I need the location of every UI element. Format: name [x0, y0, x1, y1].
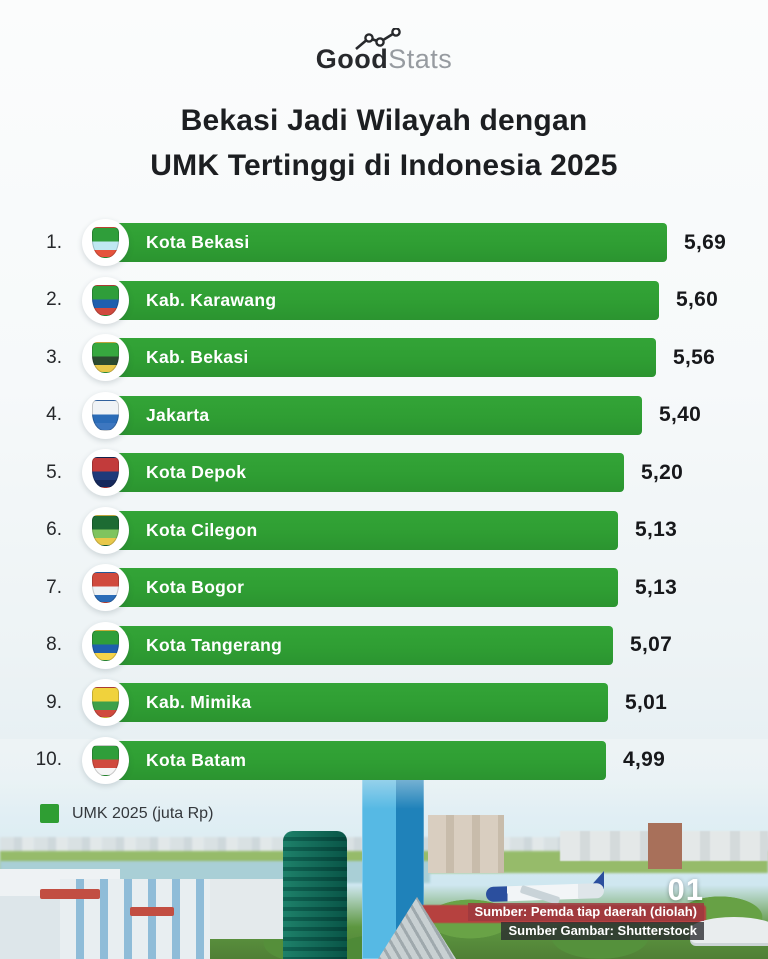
- red-roof-accent-2: [130, 907, 174, 916]
- bar-row: 7. Kota Bogor 5,13: [0, 559, 768, 617]
- rank-label: 10.: [35, 749, 62, 771]
- bar-row: 2. Kab. Karawang 5,60: [0, 272, 768, 330]
- kab-bekasi-emblem-icon: [92, 342, 119, 374]
- red-roof-accent: [40, 889, 100, 899]
- source-line1: Sumber: Pemda tiap daerah (diolah): [467, 903, 704, 921]
- region-label: Kota Batam: [146, 749, 247, 770]
- chart-legend: UMK 2025 (juta Rp): [40, 804, 213, 823]
- emblem-badge: [82, 449, 129, 497]
- region-label: Kota Cilegon: [146, 519, 258, 540]
- logo-text-bold: Good: [315, 44, 389, 74]
- kota-depok-emblem-icon: [92, 457, 119, 489]
- rank-label: 7.: [46, 576, 62, 598]
- logo-text-light: Stats: [388, 44, 453, 74]
- value-bar: Jakarta: [113, 395, 642, 435]
- rank-label: 9.: [46, 691, 62, 713]
- emblem-badge: [82, 506, 129, 554]
- bar-row: 1. Kota Bekasi 5,69: [0, 214, 768, 272]
- rank-label: 3.: [46, 346, 62, 368]
- apartment-towers: [428, 815, 504, 873]
- emblem-badge: [82, 736, 129, 784]
- rank-label: 6.: [46, 519, 62, 541]
- value-bar: Kota Tangerang: [113, 625, 613, 665]
- rank-label: 8.: [46, 634, 62, 656]
- bar-row: 9. Kab. Mimika 5,01: [0, 674, 768, 732]
- region-label: Kota Bogor: [146, 577, 245, 598]
- page-number: 01: [667, 872, 704, 907]
- region-label: Kota Tangerang: [146, 634, 283, 655]
- bar-row: 5. Kota Depok 5,20: [0, 444, 768, 502]
- line-chart-icon: [354, 28, 401, 50]
- region-label: Kota Bekasi: [146, 232, 250, 253]
- value-label: 5,56: [673, 345, 716, 369]
- value-bar: Kab. Karawang: [113, 280, 659, 320]
- region-label: Kab. Mimika: [146, 692, 252, 713]
- legend-swatch: [40, 804, 59, 823]
- kota-cilegon-emblem-icon: [92, 514, 119, 546]
- value-bar: Kota Bogor: [113, 568, 618, 608]
- bar-row: 4. Jakarta 5,40: [0, 387, 768, 445]
- rank-label: 4.: [46, 404, 62, 426]
- page-title-line1: Bekasi Jadi Wilayah dengan: [180, 104, 588, 137]
- value-bar: Kota Depok: [113, 453, 624, 493]
- emblem-badge: [82, 621, 129, 669]
- bar-row: 6. Kota Cilegon 5,13: [0, 502, 768, 560]
- kab-karawang-emblem-icon: [92, 284, 119, 316]
- value-bar: Kota Batam: [113, 740, 606, 780]
- kota-bekasi-emblem-icon: [92, 227, 119, 259]
- value-bar: Kab. Bekasi: [113, 338, 656, 378]
- bar-row: 8. Kota Tangerang 5,07: [0, 617, 768, 675]
- jakarta-emblem-icon: [92, 399, 119, 431]
- emblem-badge: [82, 219, 129, 267]
- value-label: 5,07: [630, 633, 673, 657]
- cylindrical-glass-tower: [283, 831, 347, 959]
- page-title: Bekasi Jadi Wilayah dengan UMK Tertinggi…: [0, 98, 768, 188]
- rank-label: 1.: [46, 231, 62, 253]
- emblem-badge: [82, 564, 129, 612]
- emblem-badge: [82, 276, 129, 324]
- region-label: Jakarta: [146, 404, 210, 425]
- region-label: Kab. Karawang: [146, 289, 277, 310]
- value-label: 5,69: [684, 230, 727, 254]
- value-bar: Kota Bekasi: [113, 223, 667, 263]
- region-label: Kab. Bekasi: [146, 347, 249, 368]
- page-title-line2: UMK Tertinggi di Indonesia 2025: [150, 149, 618, 182]
- value-bar: Kota Cilegon: [113, 510, 618, 550]
- value-label: 5,20: [641, 460, 684, 484]
- bar-row: 3. Kab. Bekasi 5,56: [0, 329, 768, 387]
- value-label: 5,13: [635, 575, 678, 599]
- bar-chart: 1. Kota Bekasi 5,69 2. Kab. Karawang 5,6…: [0, 214, 768, 789]
- rank-label: 2.: [46, 289, 62, 311]
- brown-tower: [648, 823, 682, 869]
- source-credits: Sumber: Pemda tiap daerah (diolah) Sumbe…: [467, 903, 704, 940]
- rank-label: 5.: [46, 461, 62, 483]
- legend-label: UMK 2025 (juta Rp): [72, 804, 214, 822]
- emblem-badge: [82, 391, 129, 439]
- emblem-badge: [82, 679, 129, 727]
- region-label: Kota Depok: [146, 462, 247, 483]
- bar-row: 10. Kota Batam 4,99: [0, 732, 768, 790]
- value-label: 5,01: [625, 690, 668, 714]
- kota-tangerang-emblem-icon: [92, 629, 119, 661]
- source-line2: Sumber Gambar: Shutterstock: [501, 922, 704, 940]
- value-label: 5,60: [676, 288, 719, 312]
- goodstats-logo: GoodStats: [0, 28, 768, 75]
- value-label: 5,13: [635, 518, 678, 542]
- emblem-badge: [82, 334, 129, 382]
- value-label: 5,40: [659, 403, 702, 427]
- kota-batam-emblem-icon: [92, 744, 119, 776]
- city-photo: [0, 739, 768, 959]
- mid-building: [210, 879, 290, 939]
- value-label: 4,99: [623, 748, 666, 772]
- value-bar: Kab. Mimika: [113, 683, 608, 723]
- kab-mimika-emblem-icon: [92, 687, 119, 719]
- kota-bogor-emblem-icon: [92, 572, 119, 604]
